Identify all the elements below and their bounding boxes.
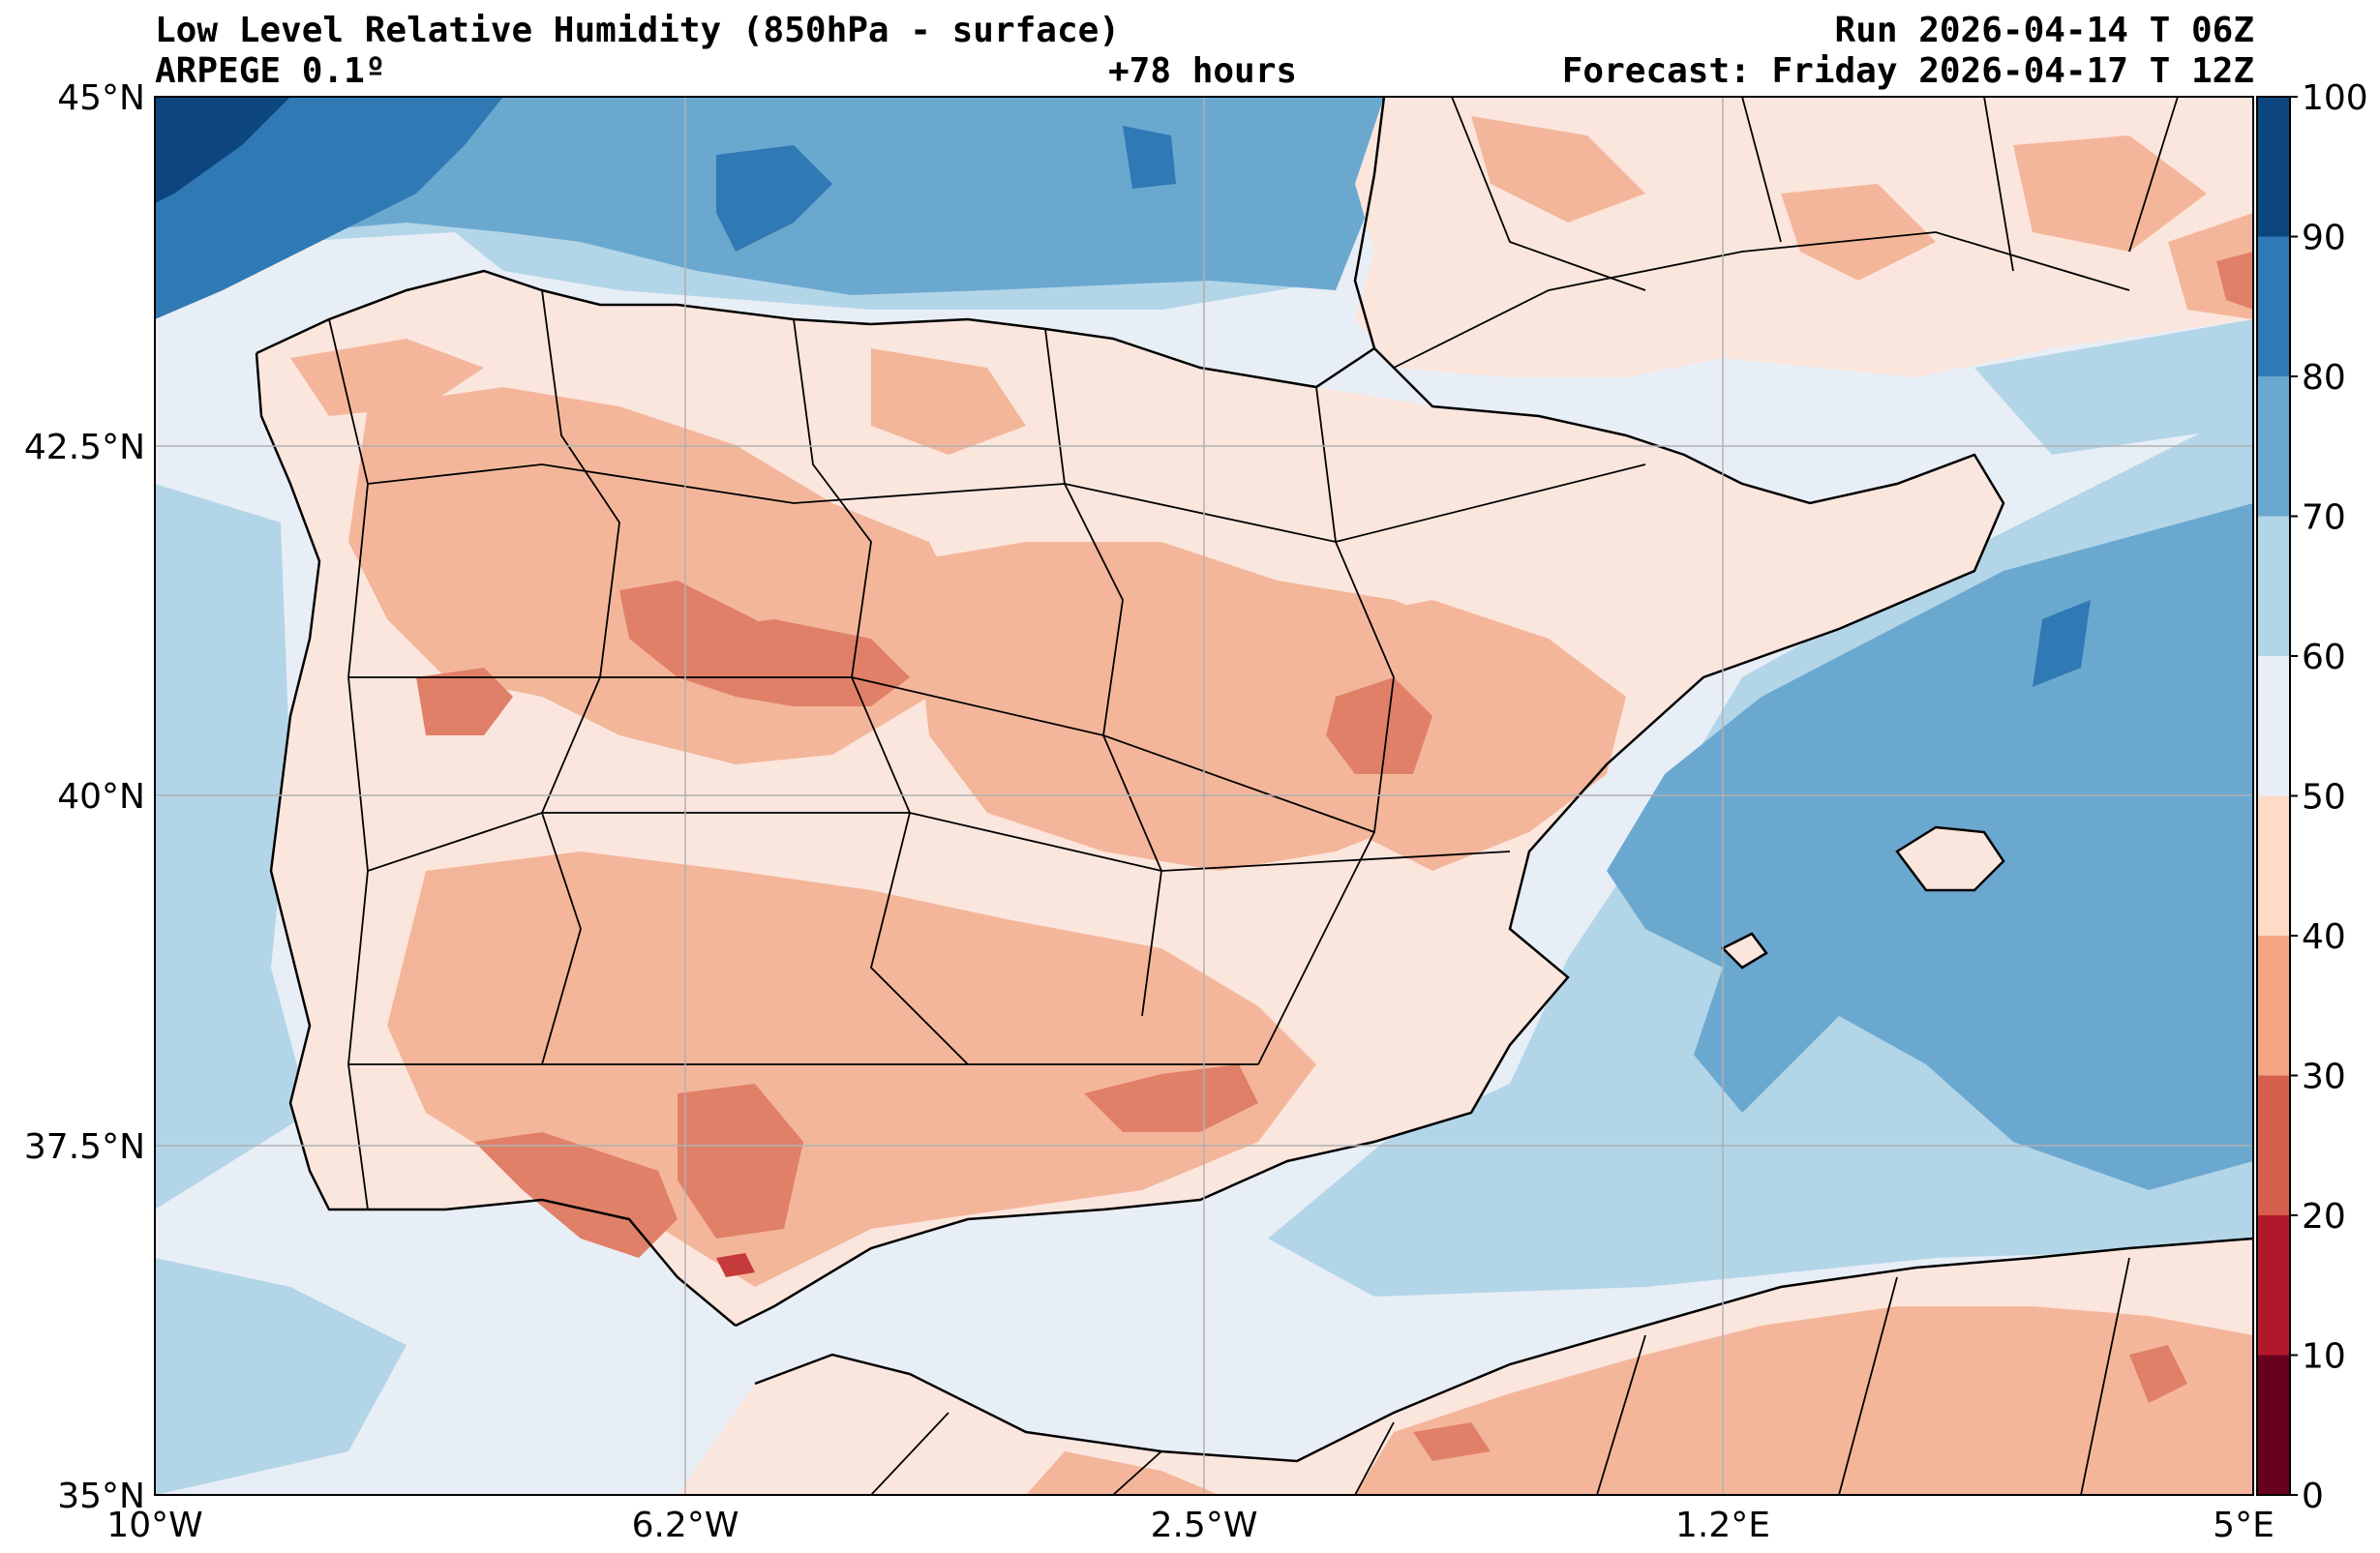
atlantic-60-70 [155,484,310,1210]
colorbar-segment-10-20 [2257,1215,2290,1356]
lat-axis: 45°N 42.5°N 40°N 37.5°N 35°N [24,78,145,1516]
colorbar-segment-50-60 [2257,656,2290,796]
lon-label-6.2w: 6.2°W [632,1506,739,1545]
iberia-20-30-guadalquivir [474,1084,803,1258]
colorbar-segment-90-100 [2257,97,2290,237]
lat-label-37.5: 37.5°N [24,1127,145,1167]
mallorca-coastline [1895,825,2005,892]
france-30-40 [1471,116,2253,319]
colorbar-label-60: 60 [2302,638,2346,677]
region-borders [328,97,2179,1495]
model-label: ARPEGE 0.1º [155,51,386,91]
lat-label-35: 35°N [57,1477,145,1516]
lon-label-1.2e: 1.2°E [1675,1506,1770,1545]
colorbar-segment-80-90 [2257,236,2290,376]
med-80-90 [2033,600,2091,687]
colorbar-label-0: 0 [2302,1477,2324,1516]
colorbar-segment-30-40 [2257,936,2290,1076]
africa-coastline [754,1237,2253,1463]
iberia-20-30-teruel [1326,677,1432,774]
biscay-90-100 [155,97,290,203]
iberia-30-40-north [290,339,1026,455]
iberia-med-coastline [735,347,2005,1328]
colorbar-label-100: 100 [2302,78,2368,118]
biscay-80-90-patch [716,126,1176,252]
colorbar-label-70: 70 [2302,498,2346,538]
lead-time-label: +78 hours [1108,51,1298,91]
lat-label-42.5: 42.5°N [24,428,145,467]
lat-label-45: 45°N [57,78,145,118]
gridlines [155,97,2253,1495]
colorbar-label-90: 90 [2302,219,2346,258]
coastlines [255,97,2253,1463]
colorbar-segment-0-10 [2257,1355,2290,1495]
mallorca-40-50 [1897,827,2003,890]
biscay-80-90 [155,97,503,319]
iberia-20-30-portugal [416,668,513,735]
forecast-label: Forecast: Friday 2026-04-17 T 12Z [1561,51,2254,91]
colorbar-label-30: 30 [2302,1058,2346,1097]
iberia-30-40-east [1316,600,1626,871]
colorbar: 0 10 20 30 40 50 60 70 80 90 100 [2256,78,2368,1516]
colorbar-segment-40-50 [2257,795,2290,936]
gulf-lion-60-70 [1974,319,2253,455]
colorbar-segment-70-80 [2257,376,2290,517]
iberia-20-30-granada [1084,1064,1258,1132]
lon-label-5e: 5°E [2213,1506,2275,1545]
map-frame [154,96,2254,1496]
iberia-atlantic-coastline [255,352,737,1327]
colorbar-label-50: 50 [2302,778,2346,818]
run-label: Run 2026-04-14 T 06Z [1834,11,2254,50]
lon-axis: 10°W 6.2°W 2.5°W 1.2°E 5°E [106,1506,2275,1545]
colorbar-label-10: 10 [2302,1337,2346,1377]
france-20-30 [2216,252,2253,310]
colorbar-label-40: 40 [2302,917,2346,957]
colorbar-label-20: 20 [2302,1197,2346,1237]
iberia-10-20-cadiz [716,1253,755,1277]
colorbar-label-80: 80 [2302,358,2346,398]
lat-label-40: 40°N [57,777,145,817]
lon-label-2.5w: 2.5°W [1151,1506,1258,1545]
colorbar-segment-60-70 [2257,516,2290,656]
lon-label-10w: 10°W [106,1506,202,1545]
atlantic-60-70-south [155,1258,407,1495]
ibiza-coastline [1720,932,1768,970]
map-title: Low Level Relative Humidity (850hPa - su… [155,11,1120,50]
iberia-coastline [256,97,1386,389]
africa-30-40 [1026,1306,2253,1495]
colorbar-segment-20-30 [2257,1075,2290,1215]
map-plot-area [155,97,2253,1495]
